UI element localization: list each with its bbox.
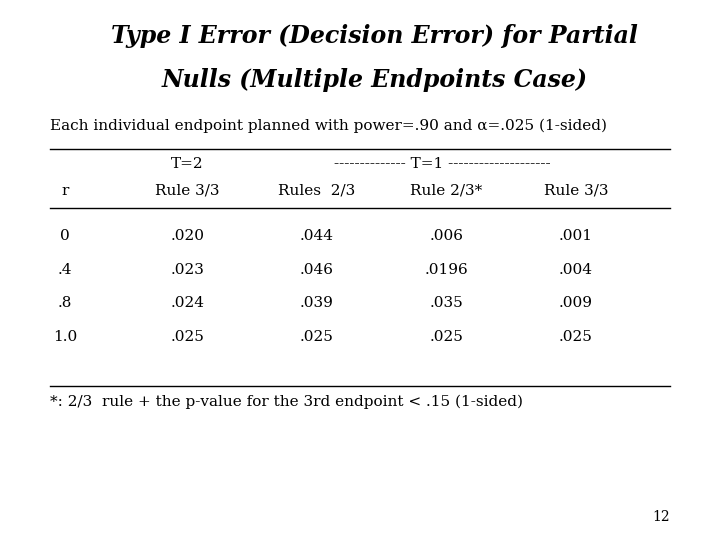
Text: -------------- T=1 --------------------: -------------- T=1 -------------------- <box>335 157 551 171</box>
Text: .024: .024 <box>170 296 204 310</box>
Text: r: r <box>61 184 68 198</box>
Text: .035: .035 <box>430 296 463 310</box>
Text: Rules  2/3: Rules 2/3 <box>278 184 356 198</box>
Text: 0: 0 <box>60 230 70 244</box>
Text: 1.0: 1.0 <box>53 330 77 344</box>
Text: .0196: .0196 <box>425 263 468 277</box>
Text: .8: .8 <box>58 296 72 310</box>
Text: .009: .009 <box>559 296 593 310</box>
Text: .025: .025 <box>429 330 464 344</box>
Text: .4: .4 <box>58 263 72 277</box>
Text: Each individual endpoint planned with power=.90 and α=.025 (1-sided): Each individual endpoint planned with po… <box>50 119 608 133</box>
Text: Nulls (Multiple Endpoints Case): Nulls (Multiple Endpoints Case) <box>161 68 588 91</box>
Text: .025: .025 <box>170 330 204 344</box>
Text: Rule 3/3: Rule 3/3 <box>155 184 220 198</box>
Text: *: 2/3  rule + the p-value for the 3rd endpoint < .15 (1-sided): *: 2/3 rule + the p-value for the 3rd en… <box>50 394 523 409</box>
Text: 12: 12 <box>652 510 670 524</box>
Text: .046: .046 <box>300 263 334 277</box>
Text: .044: .044 <box>300 230 334 244</box>
Text: .004: .004 <box>559 263 593 277</box>
Text: .020: .020 <box>170 230 204 244</box>
Text: .023: .023 <box>170 263 204 277</box>
Text: .039: .039 <box>300 296 334 310</box>
Text: .025: .025 <box>300 330 334 344</box>
Text: .025: .025 <box>559 330 593 344</box>
Text: Rule 2/3*: Rule 2/3* <box>410 184 482 198</box>
Text: .001: .001 <box>559 230 593 244</box>
Text: T=2: T=2 <box>171 157 204 171</box>
Text: .006: .006 <box>429 230 464 244</box>
Text: Rule 3/3: Rule 3/3 <box>544 184 608 198</box>
Text: Type I Error (Decision Error) for Partial: Type I Error (Decision Error) for Partia… <box>111 24 638 48</box>
